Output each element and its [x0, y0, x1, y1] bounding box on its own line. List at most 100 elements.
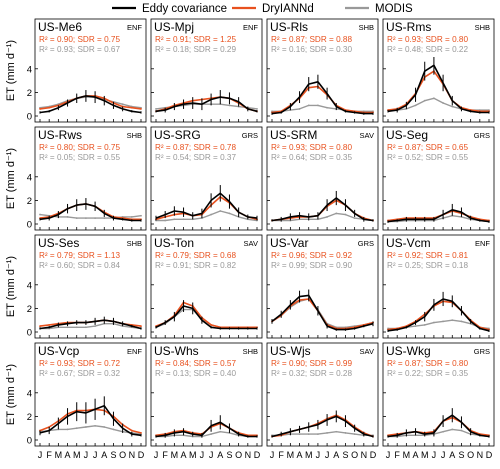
panel-stat-dryiannd: R² = 0.90; SDR = 0.99 — [271, 359, 352, 368]
panel-stat-modis: R² = 0.60; SDR = 0.84 — [39, 261, 120, 270]
data-point — [140, 214, 142, 217]
x-tick-label: O — [467, 450, 474, 460]
panel-site-label: US-Rms — [386, 20, 431, 34]
panel-stat-modis: R² = 0.48; SDR = 0.22 — [387, 45, 468, 54]
panel-stat-dryiannd: R² = 0.87; SDR = 0.78 — [155, 143, 236, 152]
x-tick-label: M — [189, 450, 197, 460]
series-line — [39, 408, 142, 434]
data-point — [451, 428, 454, 431]
data-point — [173, 218, 176, 221]
x-tick-label: A — [449, 450, 455, 460]
data-point — [317, 104, 319, 107]
x-tick-label: D — [486, 450, 493, 460]
panel-stat-modis: R² = 0.16; SDR = 0.30 — [271, 45, 352, 54]
x-tick-label: A — [297, 450, 303, 460]
panel-frame — [150, 126, 263, 231]
data-point — [85, 217, 87, 220]
data-point — [112, 428, 115, 431]
series-eddy-covariance — [39, 396, 142, 437]
data-point — [344, 432, 347, 434]
data-point — [326, 216, 328, 218]
data-point — [130, 216, 133, 218]
x-tick-label: A — [413, 450, 419, 460]
series-line — [39, 203, 141, 222]
data-point — [103, 426, 106, 428]
data-point — [121, 103, 124, 106]
x-tick-label: J — [386, 450, 391, 460]
series-line — [387, 300, 490, 331]
series-modis — [387, 97, 490, 111]
x-tick-label: S — [110, 450, 116, 460]
data-point — [48, 324, 51, 326]
series-line — [387, 414, 490, 438]
panel-frame — [382, 126, 495, 231]
panel-cover-label: SAV — [360, 347, 374, 356]
panel-stat-modis: R² = 0.05; SDR = 0.55 — [39, 153, 120, 162]
data-point — [130, 106, 133, 109]
series-line — [271, 415, 374, 438]
panel-frame — [150, 342, 263, 447]
data-point — [140, 432, 142, 434]
panel-frame — [266, 126, 379, 231]
data-point — [451, 319, 454, 322]
panel-frame — [266, 342, 379, 447]
series-eddy-covariance — [271, 410, 374, 438]
y-tick-label: 0 — [27, 436, 32, 447]
panel-site-label: US-Wkg — [386, 344, 431, 358]
data-point — [75, 427, 78, 430]
legend-label-2: MODIS — [375, 3, 413, 15]
panel-frame — [34, 126, 147, 231]
data-point — [94, 217, 96, 220]
data-point — [103, 217, 106, 220]
panel-frame — [266, 234, 379, 339]
panel-stat-modis: R² = 0.25; SDR = 0.18 — [387, 261, 468, 270]
x-tick-label: F — [46, 450, 52, 460]
x-tick-label: J — [93, 450, 98, 460]
panel-site-label: US-Vcp — [38, 344, 80, 358]
x-tick-label: J — [432, 450, 437, 460]
series-eddy-covariance — [387, 291, 490, 332]
y-tick-label: 2 — [27, 304, 32, 315]
data-point — [344, 213, 347, 216]
data-point — [442, 102, 444, 104]
data-point — [164, 219, 167, 222]
y-tick-label: 2 — [27, 412, 32, 423]
data-point — [298, 108, 301, 110]
data-point — [39, 325, 41, 327]
x-tick-label: N — [361, 450, 368, 460]
panel-frame — [382, 18, 495, 123]
x-tick-label: M — [171, 450, 179, 460]
series-line — [39, 425, 142, 435]
y-tick-label: 0 — [27, 112, 32, 123]
data-point — [335, 212, 338, 215]
panel-stat-dryiannd: R² = 0.87; SDR = 0.80 — [387, 359, 468, 368]
series-modis — [271, 212, 374, 222]
x-tick-label: J — [325, 450, 330, 460]
legend-label-1: DryIANNd — [262, 3, 314, 15]
series-eddy-covariance — [387, 57, 490, 114]
data-point — [317, 433, 319, 435]
panel-cover-label: GRS — [474, 131, 490, 140]
series-line — [271, 298, 374, 330]
series-line — [271, 197, 374, 222]
series-eddy-covariance — [271, 74, 374, 115]
legend-label-0: Eddy covariance — [142, 3, 227, 15]
data-point — [94, 424, 96, 427]
panel-stat-dryiannd: R² = 0.96; SDR = 0.92 — [271, 251, 352, 260]
x-tick-label: F — [394, 450, 400, 460]
data-point — [326, 106, 328, 109]
series-eddy-covariance — [155, 300, 258, 330]
data-point — [353, 433, 356, 435]
data-point — [219, 210, 222, 212]
panel-stat-dryiannd: R² = 0.93; SDR = 0.80 — [387, 35, 468, 44]
series-line — [40, 323, 142, 330]
panel-stat-dryiannd: R² = 0.91; SDR = 1.25 — [155, 35, 236, 44]
series-dryiannd — [387, 300, 490, 331]
